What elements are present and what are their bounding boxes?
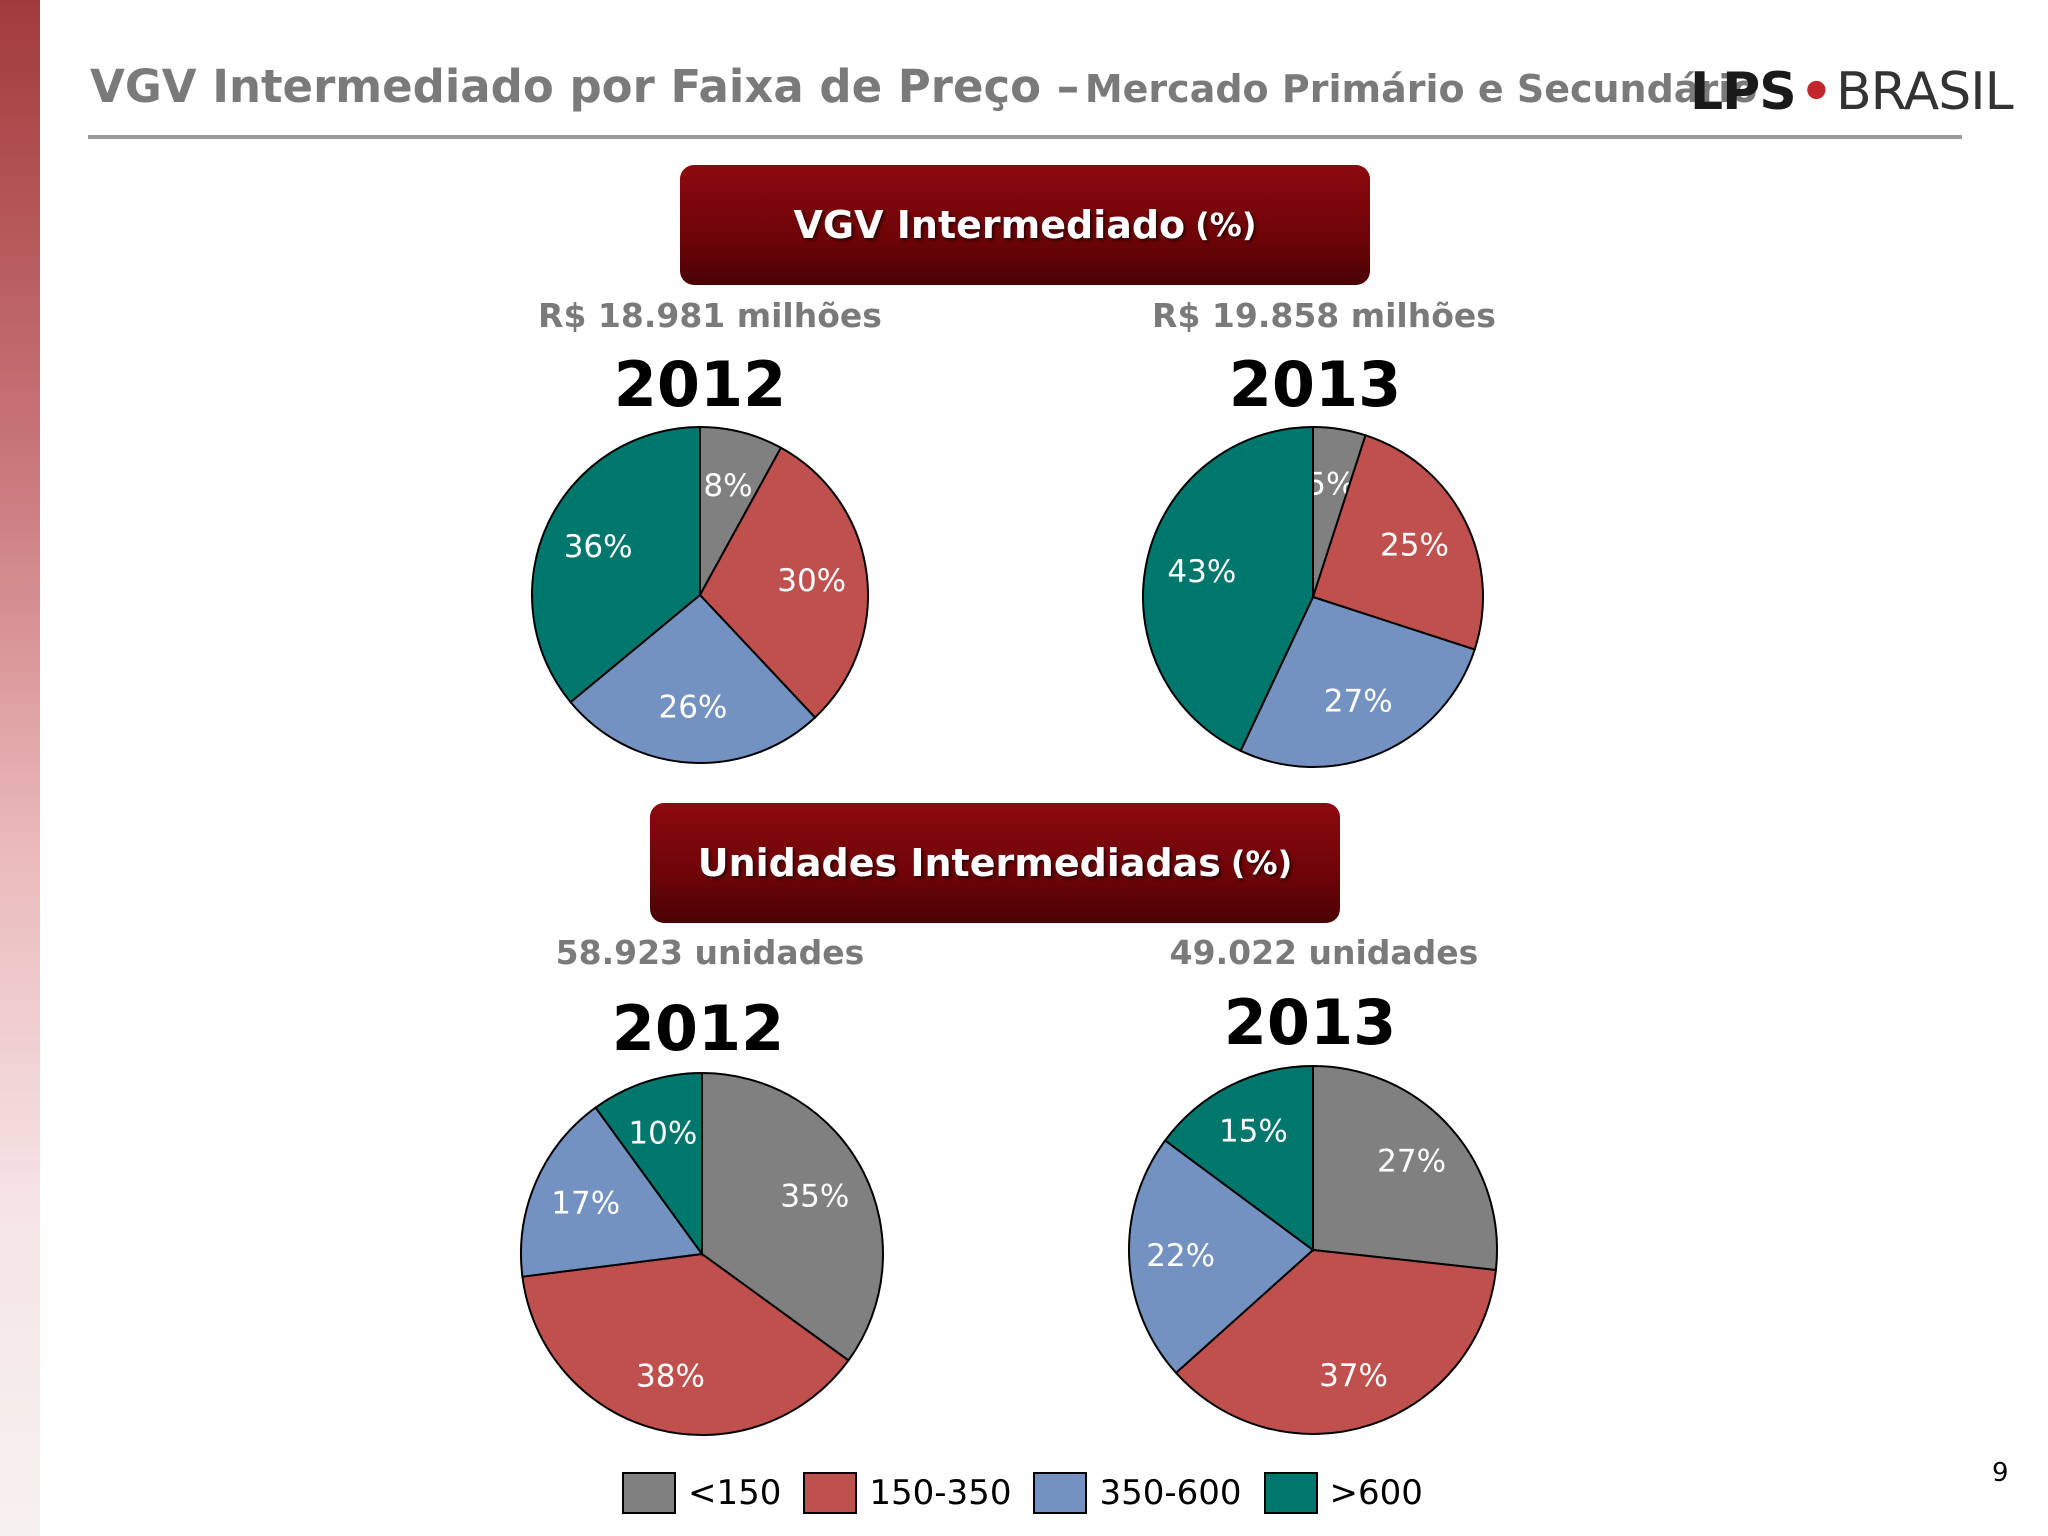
pie-slice-unidades-2012-150-350 bbox=[521, 1252, 850, 1436]
year-unidades-2012: 2012 bbox=[611, 992, 785, 1065]
banner-unidades: Unidades Intermediadas (%) bbox=[650, 803, 1340, 923]
side-stripe bbox=[0, 0, 40, 1536]
pie-label-unidades-2013-150-350: 37% bbox=[1319, 1358, 1388, 1394]
pie-slice-unidades-2013-lt150 bbox=[1312, 1064, 1498, 1272]
legend-item-150-350: 150-350 bbox=[803, 1472, 1011, 1514]
legend-item-350-600: 350-600 bbox=[1033, 1472, 1242, 1514]
pie-slice-unidades-2013-150-350 bbox=[1174, 1248, 1498, 1435]
legend-item-lt150: <150 bbox=[622, 1472, 781, 1514]
legend-swatch-lt150 bbox=[622, 1472, 676, 1514]
pie-slice-vgv-2012-350-600 bbox=[569, 593, 817, 764]
pie-slice-unidades-2012-gt600 bbox=[594, 1071, 703, 1258]
total-unidades-2013: 49.022 unidades bbox=[1169, 933, 1479, 972]
pie-slice-unidades-2012-lt150 bbox=[701, 1071, 884, 1362]
title-sub: Mercado Primário e Secundário bbox=[1084, 67, 1758, 111]
legend: <150 150-350 350-600 >600 bbox=[622, 1468, 1445, 1518]
lps-brasil-logo: LPS•BRASIL bbox=[1690, 62, 2014, 122]
logo-brasil: BRASIL bbox=[1835, 62, 2014, 122]
legend-label-350-600: 350-600 bbox=[1099, 1473, 1242, 1513]
pie-label-vgv-2012-150-350: 30% bbox=[777, 563, 846, 599]
legend-label-lt150: <150 bbox=[688, 1473, 782, 1513]
pie-slice-vgv-2013-350-600 bbox=[1239, 595, 1476, 769]
pie-label-vgv-2013-350-600: 27% bbox=[1324, 684, 1393, 720]
pie-label-vgv-2013-150-350: 25% bbox=[1380, 527, 1449, 563]
year-vgv-2012: 2012 bbox=[613, 348, 787, 421]
pie-chart-unidades-2013: 27% 37% 22% 15% bbox=[1128, 1064, 1498, 1435]
pie-label-unidades-2012-lt150: 35% bbox=[780, 1178, 849, 1214]
total-vgv-2013: R$ 19.858 milhões bbox=[1152, 296, 1496, 335]
total-unidades-2012: 58.923 unidades bbox=[555, 933, 865, 972]
legend-label-150-350: 150-350 bbox=[869, 1473, 1012, 1513]
total-vgv-2012: R$ 18.981 milhões bbox=[538, 296, 882, 335]
pie-slice-vgv-2013-gt600 bbox=[1141, 425, 1314, 753]
pie-slice-vgv-2012-150-350 bbox=[698, 446, 869, 719]
banner-vgv-text: VGV Intermediado bbox=[793, 203, 1186, 247]
banner-unidades-unit: (%) bbox=[1230, 844, 1293, 882]
pie-label-vgv-2013-gt600: 43% bbox=[1167, 554, 1236, 590]
title-divider bbox=[88, 135, 1962, 139]
pie-label-unidades-2012-gt600: 10% bbox=[628, 1116, 697, 1152]
pie-label-unidades-2013-gt600: 15% bbox=[1219, 1114, 1288, 1150]
pie-label-unidades-2012-350-600: 17% bbox=[551, 1186, 620, 1222]
pie-label-vgv-2012-lt150: 8% bbox=[703, 468, 752, 504]
legend-label-gt600: >600 bbox=[1329, 1473, 1423, 1513]
page-number: 9 bbox=[1992, 1458, 2009, 1488]
page-title: VGV Intermediado por Faixa de Preço – Me… bbox=[90, 60, 1757, 113]
pie-label-unidades-2012-150-350: 38% bbox=[636, 1359, 705, 1395]
pie-chart-vgv-2012: 8% 30% 26% 36% bbox=[531, 425, 869, 764]
legend-item-gt600: >600 bbox=[1263, 1472, 1423, 1514]
pie-label-unidades-2013-350-600: 22% bbox=[1146, 1238, 1215, 1274]
pie-slice-vgv-2012-gt600 bbox=[531, 425, 701, 704]
pie-slice-unidades-2012-350-600 bbox=[520, 1106, 704, 1278]
legend-swatch-gt600 bbox=[1263, 1472, 1318, 1514]
title-main: VGV Intermediado por Faixa de Preço – bbox=[90, 60, 1080, 113]
pie-label-vgv-2012-gt600: 36% bbox=[564, 529, 633, 565]
pie-label-unidades-2013-lt150: 27% bbox=[1377, 1144, 1446, 1180]
year-unidades-2013: 2013 bbox=[1223, 986, 1397, 1059]
pie-chart-vgv-2013: 5%25%27%43% bbox=[1141, 425, 1484, 769]
pie-slice-unidades-2013-gt600 bbox=[1163, 1064, 1314, 1252]
banner-vgv: VGV Intermediado (%) bbox=[680, 165, 1370, 285]
logo-dot: • bbox=[1799, 62, 1833, 122]
legend-swatch-350-600 bbox=[1033, 1472, 1088, 1514]
pie-slice-vgv-2013-150-350 bbox=[1311, 434, 1484, 651]
legend-swatch-150-350 bbox=[803, 1472, 858, 1514]
banner-unidades-text: Unidades Intermediadas bbox=[697, 841, 1221, 885]
pie-slice-unidades-2013-350-600 bbox=[1128, 1139, 1315, 1375]
banner-vgv-unit: (%) bbox=[1195, 206, 1257, 244]
pie-label-vgv-2012-350-600: 26% bbox=[658, 689, 727, 725]
logo-lps: LPS bbox=[1690, 62, 1797, 122]
pie-chart-unidades-2012: 35% 38% 17%10% bbox=[520, 1071, 884, 1436]
year-vgv-2013: 2013 bbox=[1228, 348, 1402, 421]
